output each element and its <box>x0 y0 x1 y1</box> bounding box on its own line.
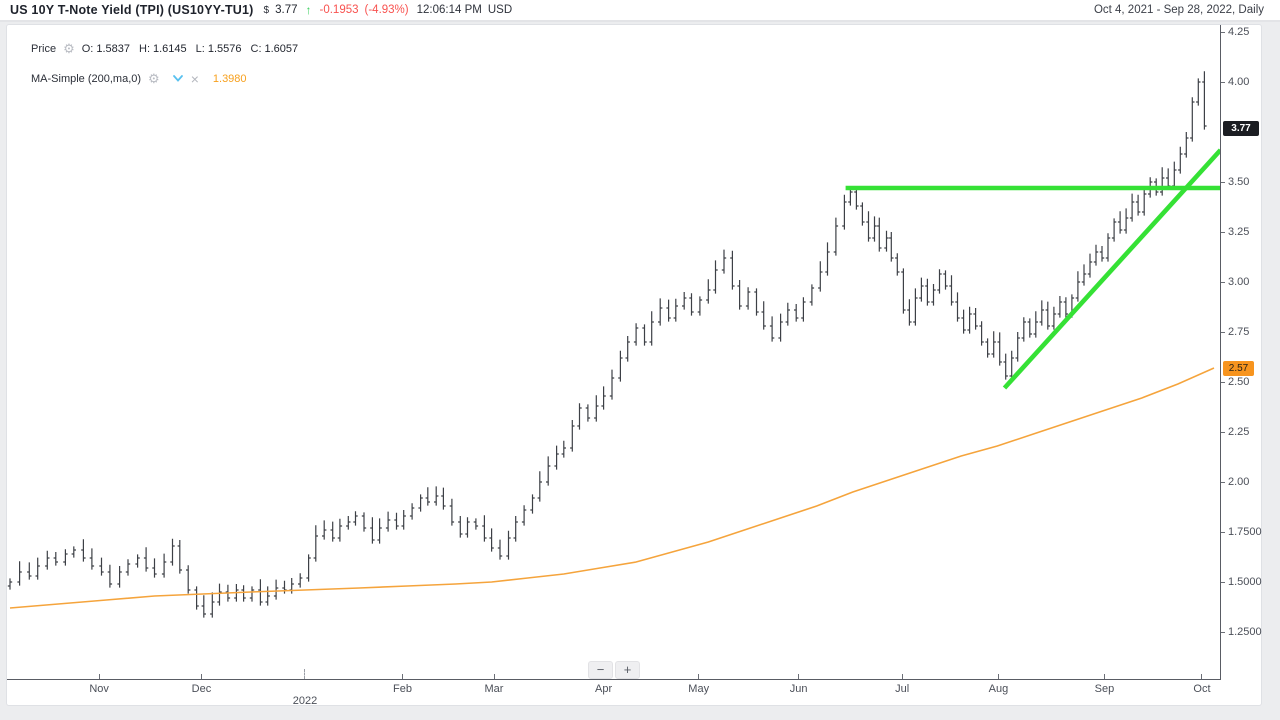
price-legend-row: Price ⚙ O: 1.5837 H: 1.6145 L: 1.5576 C: 1.6… <box>31 39 307 59</box>
quote-time: 12:06:14 PM <box>416 4 482 16</box>
date-range: Oct 4, 2021 - Sep 28, 2022 <box>1093 4 1233 16</box>
gear-icon[interactable]: ⚙ <box>148 71 160 86</box>
y-axis-label: 3.25 <box>1228 226 1250 238</box>
x-axis-label: May <box>688 683 710 695</box>
open-label: O: <box>81 43 94 55</box>
arrow-up-icon: ↑ <box>305 3 312 17</box>
y-axis-tick <box>1221 531 1225 533</box>
x-axis-label: Oct <box>1193 683 1211 695</box>
price-change-percent: (-4.93%) <box>364 4 409 16</box>
x-axis-tick <box>304 669 306 679</box>
ma-legend-row: MA-Simple (200,ma,0) ⚙ × 1.3980 <box>31 69 307 89</box>
y-axis-label: 1.2500 <box>1228 626 1262 638</box>
quote-currency: USD <box>487 4 513 16</box>
chevron-down-icon[interactable] <box>172 73 183 85</box>
trend-line-ascending-support[interactable] <box>1002 148 1221 390</box>
y-axis-label: 4.25 <box>1228 26 1250 38</box>
x-axis-label: Apr <box>595 683 613 695</box>
currency-symbol: $ <box>263 4 270 16</box>
y-axis-label: 4.00 <box>1228 76 1250 88</box>
y-axis-tick <box>1221 631 1225 633</box>
y-axis-label: 2.25 <box>1228 426 1250 438</box>
y-axis-tick <box>1221 431 1225 433</box>
y-axis-tick <box>1221 481 1225 483</box>
x-axis-label: Feb <box>393 683 412 695</box>
price-change: -0.1953 <box>319 4 359 16</box>
ohlc-bars <box>7 71 1207 618</box>
y-axis-label: 2.50 <box>1228 376 1250 388</box>
y-axis-tick <box>1221 281 1225 283</box>
ma-indicator-label: MA-Simple (200,ma,0) <box>31 73 142 85</box>
chart-card: Price ⚙ O: 1.5837 H: 1.6145 L: 1.5576 C: 1.6… <box>6 24 1262 707</box>
x-axis-tick <box>200 674 202 679</box>
x-axis-label: Sep <box>1094 683 1115 695</box>
y-axis-tick <box>1221 331 1225 333</box>
close-icon[interactable]: × <box>190 71 199 87</box>
zoom-in-button[interactable]: + <box>615 661 640 679</box>
close-label: C: <box>250 43 262 55</box>
ma-value-badge: 2.57 <box>1223 360 1254 376</box>
zoom-out-button[interactable]: − <box>588 661 613 679</box>
ma-current-value: 1.3980 <box>212 73 247 85</box>
x-axis-label: Dec <box>191 683 212 695</box>
gear-icon[interactable]: ⚙ <box>63 41 75 56</box>
last-price-badge: 3.77 <box>1223 120 1259 136</box>
chart-legend: Price ⚙ O: 1.5837 H: 1.6145 L: 1.5576 C: 1.6… <box>31 39 307 99</box>
x-axis-tick <box>901 674 903 679</box>
high-value: 1.6145 <box>153 43 187 55</box>
x-axis-tick <box>402 674 403 679</box>
y-axis-tick <box>1221 381 1225 383</box>
high-label: H: <box>139 43 150 55</box>
x-axis-label: 2022 <box>292 695 318 707</box>
x-axis-label: Jun <box>789 683 808 695</box>
x-axis-tick <box>1103 674 1105 679</box>
x-axis-label: Jul <box>895 683 910 695</box>
y-axis-label: 2.00 <box>1228 476 1250 488</box>
chart-header: US 10Y T-Note Yield (TPI) (US10YY-TU1) $… <box>0 0 1280 22</box>
y-axis-label: 3.50 <box>1228 176 1250 188</box>
x-axis-tick <box>798 674 800 679</box>
close-value: 1.6057 <box>264 43 299 55</box>
x-axis-tick <box>698 674 700 679</box>
y-axis-label: 2.75 <box>1228 326 1250 338</box>
open-value: 1.5837 <box>96 43 130 55</box>
interval-label: , Daily <box>1232 4 1264 16</box>
x-axis-tick <box>1201 674 1203 679</box>
x-axis-label: Nov <box>89 683 109 695</box>
low-label: L: <box>195 43 205 55</box>
y-axis-tick <box>1221 81 1225 83</box>
x-axis-label: Mar <box>484 683 504 695</box>
y-axis-label: 1.7500 <box>1228 526 1262 538</box>
x-axis-tick <box>98 674 100 679</box>
instrument-title: US 10Y T-Note Yield (TPI) (US10YY-TU1) <box>10 3 254 17</box>
last-price: 3.77 <box>275 4 298 16</box>
price-series-label: Price <box>31 43 57 55</box>
price-chart[interactable] <box>7 25 1221 681</box>
y-axis-label: 1.5000 <box>1228 576 1262 588</box>
x-axis-tick <box>493 674 495 679</box>
y-axis-tick <box>1221 181 1225 183</box>
y-axis-tick <box>1221 581 1225 583</box>
y-axis-tick <box>1221 31 1225 33</box>
low-value: 1.5576 <box>207 43 242 55</box>
ma-line[interactable] <box>9 367 1215 609</box>
x-axis-label: Aug <box>988 683 1009 695</box>
zoom-controls: − + <box>588 661 640 679</box>
y-axis-label: 3.00 <box>1228 276 1250 288</box>
x-axis-tick <box>997 674 999 679</box>
y-axis-tick <box>1221 231 1225 233</box>
